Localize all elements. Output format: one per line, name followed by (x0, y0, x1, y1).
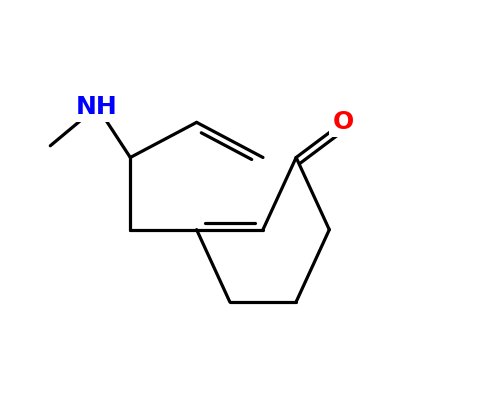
Text: O: O (332, 110, 354, 134)
Text: NH: NH (76, 95, 118, 119)
